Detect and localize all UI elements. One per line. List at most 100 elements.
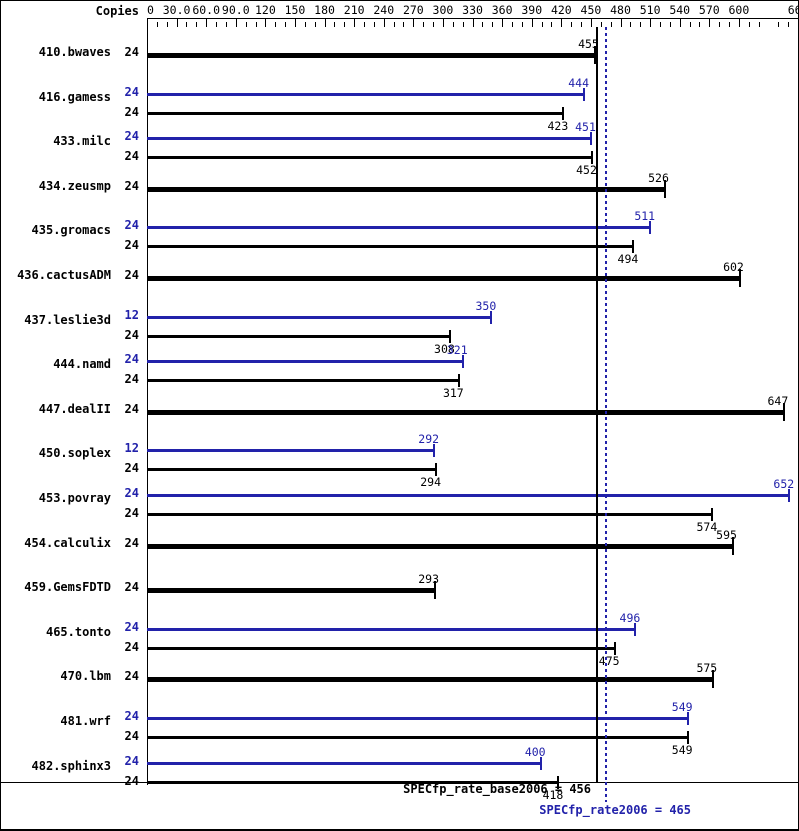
bar-peak bbox=[147, 761, 542, 765]
row-axis-stub bbox=[147, 434, 148, 473]
reference-line-base bbox=[595, 27, 598, 783]
x-tick-major bbox=[265, 18, 267, 27]
bar-base-peak bbox=[147, 276, 741, 281]
x-tick-label: 150 bbox=[284, 3, 306, 17]
x-tick-minor bbox=[285, 22, 287, 27]
benchmark-label: 450.soplex bbox=[38, 446, 111, 461]
bar-group bbox=[147, 543, 740, 550]
bar-base-peak bbox=[147, 543, 734, 549]
footer-divider bbox=[1, 782, 798, 783]
x-tick-major bbox=[354, 18, 356, 27]
bar-base-peak bbox=[147, 588, 437, 594]
x-tick-label: 660 bbox=[787, 3, 798, 17]
x-tick-minor bbox=[186, 22, 188, 27]
x-tick-major bbox=[294, 18, 296, 27]
x-tick-major bbox=[709, 18, 711, 27]
x-tick-label: 510 bbox=[639, 3, 661, 17]
benchmark-label: 435.gromacs bbox=[31, 223, 111, 238]
bar-group bbox=[147, 276, 747, 282]
x-tick-minor bbox=[452, 22, 454, 27]
bar-endcap-base bbox=[738, 269, 741, 287]
copies-value-base: 24 bbox=[124, 669, 139, 684]
x-tick-label: 270 bbox=[402, 3, 424, 17]
row-axis-stub bbox=[147, 479, 148, 517]
bar-endcap-peak bbox=[583, 87, 585, 101]
x-axis-line bbox=[147, 18, 798, 19]
copies-value-peak: 24 bbox=[124, 352, 139, 367]
x-tick-minor bbox=[196, 22, 198, 27]
copies-value-peak: 24 bbox=[124, 619, 139, 634]
bar-peak bbox=[147, 627, 637, 631]
x-tick-label: 570 bbox=[698, 3, 720, 17]
bar-value-label-base: 452 bbox=[576, 163, 597, 178]
bar-value-label-peak: 549 bbox=[671, 700, 693, 714]
bar-group bbox=[147, 409, 791, 416]
x-tick-major bbox=[679, 18, 681, 27]
bar-peak bbox=[147, 449, 436, 453]
x-tick-label: 90.0 bbox=[221, 3, 250, 17]
row-axis-stub bbox=[147, 389, 148, 428]
copies-value-base: 24 bbox=[124, 268, 139, 282]
bar-value-label-base: 494 bbox=[617, 252, 639, 267]
bar-value-label-peak: 451 bbox=[575, 120, 596, 135]
copies-value-base: 24 bbox=[124, 401, 139, 416]
x-tick-minor bbox=[344, 22, 346, 27]
bar-base bbox=[147, 379, 460, 383]
bar-base-peak bbox=[147, 53, 596, 58]
x-tick-label: 30.0 bbox=[162, 3, 191, 17]
copies-value-base: 24 bbox=[124, 729, 139, 743]
bar-base bbox=[147, 245, 635, 249]
x-tick-label: 390 bbox=[521, 3, 543, 17]
x-tick-minor bbox=[640, 22, 642, 27]
footer-bottom-rule bbox=[1, 829, 798, 830]
x-tick-label: 540 bbox=[669, 3, 691, 17]
bar-value-label: 647 bbox=[767, 393, 789, 408]
copies-column-header: Copies bbox=[95, 4, 139, 18]
x-tick-minor bbox=[245, 22, 247, 27]
copies-value-base: 24 bbox=[124, 773, 139, 788]
x-tick-minor bbox=[699, 22, 701, 27]
x-tick-minor bbox=[581, 22, 583, 27]
peak-reference-line-footer bbox=[604, 782, 607, 802]
copies-value-peak: 24 bbox=[124, 218, 139, 233]
x-tick-minor bbox=[778, 22, 780, 27]
x-tick-major bbox=[561, 18, 563, 27]
x-tick-minor bbox=[334, 22, 336, 27]
x-tick-minor bbox=[304, 22, 306, 27]
x-tick-minor bbox=[225, 22, 227, 27]
x-tick-minor bbox=[571, 22, 573, 27]
x-tick-minor bbox=[314, 22, 316, 27]
bar-group bbox=[147, 677, 720, 683]
x-tick-major bbox=[442, 18, 444, 27]
bar-base bbox=[147, 468, 438, 472]
x-tick-minor bbox=[541, 22, 543, 27]
x-tick-label: 420 bbox=[550, 3, 572, 17]
row-axis-stub bbox=[147, 345, 148, 384]
plot-area: 410.bwaves 24 455 416.gamess 24 444 24 423 433.m… bbox=[1, 27, 798, 802]
x-tick-minor bbox=[373, 22, 375, 27]
bar-value-label: 602 bbox=[723, 260, 744, 274]
bar-value-label-peak: 496 bbox=[619, 610, 641, 625]
benchmark-label: 447.dealII bbox=[38, 401, 111, 416]
bar-endcap-base bbox=[632, 240, 635, 254]
x-tick-minor bbox=[659, 22, 661, 27]
bar-endcap-peak bbox=[433, 444, 436, 458]
bar-base-peak bbox=[147, 677, 715, 683]
x-tick-major bbox=[738, 18, 740, 27]
x-tick-major bbox=[590, 18, 592, 27]
bar-endcap-base bbox=[562, 106, 565, 120]
bar-value-label: 526 bbox=[648, 170, 669, 185]
row-axis-stub bbox=[147, 702, 148, 740]
x-tick-major bbox=[383, 18, 385, 27]
bar-endcap-base bbox=[457, 374, 460, 388]
bar-peak bbox=[147, 360, 464, 364]
row-axis-stub bbox=[147, 300, 148, 339]
bar-value-label-base: 308 bbox=[434, 341, 455, 356]
bar-endcap-peak bbox=[649, 221, 652, 235]
bar-group bbox=[147, 588, 442, 594]
x-tick-minor bbox=[748, 22, 750, 27]
bar-base bbox=[147, 736, 689, 739]
row-axis-stub bbox=[147, 612, 148, 651]
bar-endcap-base bbox=[448, 329, 451, 343]
x-tick-label: 330 bbox=[462, 3, 483, 17]
